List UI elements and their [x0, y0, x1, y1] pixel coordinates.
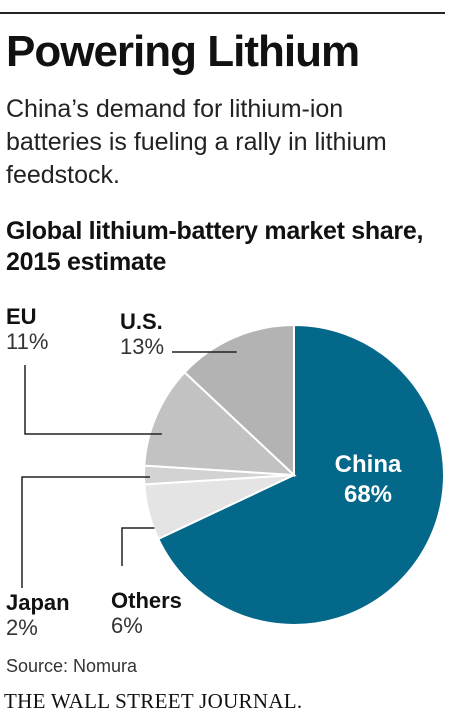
pie-slice-china	[156, 323, 445, 626]
slice-label-others: Others 6%	[111, 588, 182, 638]
source-note: Source: Nomura	[6, 656, 138, 676]
slice-value-china: 68%	[343, 481, 393, 508]
slice-label-china: China 68%	[318, 450, 418, 510]
publisher-logo: THE WALL STREET JOURNAL.	[4, 689, 303, 713]
slice-name-eu: EU	[6, 304, 37, 329]
slice-name-us: U.S.	[120, 309, 163, 334]
leader-line-japan	[21, 476, 150, 588]
leader-line-eu	[24, 365, 162, 435]
slice-value-eu: 11%	[6, 329, 49, 354]
slice-label-japan: Japan 2%	[6, 590, 70, 640]
slice-name-china: China	[334, 451, 402, 478]
slice-name-others: Others	[111, 588, 182, 613]
top-rule	[0, 12, 445, 14]
chart-title: Global lithium-battery market share, 201…	[6, 217, 424, 276]
leader-line-others	[121, 527, 155, 566]
slice-label-eu: EU 11%	[6, 304, 48, 354]
slice-value-others: 6%	[111, 613, 143, 638]
pie-slice-eu	[143, 370, 297, 477]
slice-value-us: 13%	[120, 334, 165, 359]
pie-slice-us	[183, 323, 295, 478]
subheadline: China’s demand for lithium-ion batteries…	[6, 95, 387, 189]
slice-value-japan: 2%	[6, 615, 38, 640]
headline: Powering Lithium	[6, 27, 360, 76]
slice-label-us: U.S. 13%	[120, 309, 164, 359]
slice-name-japan: Japan	[6, 590, 70, 615]
